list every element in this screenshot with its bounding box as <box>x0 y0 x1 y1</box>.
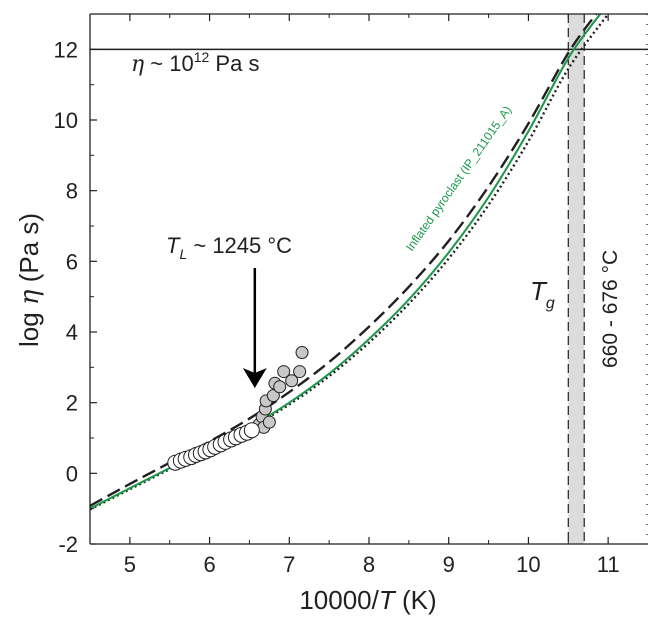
series-lines <box>90 14 610 511</box>
measured-points <box>167 345 309 471</box>
x-tick-label: 6 <box>203 552 215 577</box>
y-axis-suffix: (Pa s) <box>14 213 44 290</box>
x-tick-label: 9 <box>443 552 455 577</box>
reference-line-unit: Pa s <box>209 51 259 76</box>
liquidus-text: ~ 1245 °C <box>187 233 292 258</box>
y-axis-prefix: log <box>14 305 44 347</box>
tg-range-label: 660 - 676 °C <box>599 250 622 368</box>
x-axis-title: 10000/T (K) <box>299 585 436 615</box>
y-tick-label: -2 <box>58 532 78 557</box>
reference-line-mid: ~ 10 <box>144 51 194 76</box>
x-axis-suffix: (K) <box>395 585 437 615</box>
liquidus-sub: L <box>179 246 187 262</box>
reference-line-label: η ~ 1012 Pa s <box>131 49 259 77</box>
tg-var: T <box>530 276 548 306</box>
y-tick-label: 8 <box>66 179 78 204</box>
y-tick-label: 2 <box>66 391 78 416</box>
liquidus-label: TL ~ 1245 °C <box>166 233 292 262</box>
grey-data-point <box>273 380 287 394</box>
grey-data-point <box>262 415 276 429</box>
series-line-dashed <box>90 14 598 507</box>
y-axis-title: log η (Pa s) <box>14 213 45 347</box>
tg-sub: g <box>546 295 555 312</box>
y-tick-label: 10 <box>54 108 78 133</box>
y-axis-var: η <box>15 289 45 305</box>
x-tick-label: 11 <box>597 552 620 577</box>
tg-band-fill <box>568 14 585 544</box>
tg-label: Tg <box>530 276 555 312</box>
glass-transition-band <box>567 14 585 544</box>
y-tick-label: 12 <box>54 37 78 62</box>
x-tick-label: 5 <box>124 552 136 577</box>
grey-data-point <box>266 389 280 403</box>
series-line-solid-fit <box>90 14 601 510</box>
liquidus-var: T <box>166 233 181 258</box>
grey-data-point <box>285 374 299 388</box>
y-tick-label: 4 <box>66 320 78 345</box>
series-line-solid <box>90 14 601 510</box>
x-axis-prefix: 10000/ <box>299 585 379 615</box>
axes: 5 6 7 8 9 10 11 -2 0 2 4 6 8 10 12 <box>54 13 648 577</box>
grey-data-point <box>293 365 307 379</box>
y-tick-label: 6 <box>66 249 78 274</box>
liquidus-arrow-head <box>242 368 267 388</box>
grey-data-point <box>277 365 291 379</box>
eta-symbol: η <box>131 52 144 77</box>
curve-label: Inflated pyroclast (IP_211015_A) <box>403 103 514 253</box>
open-data-point <box>243 422 260 439</box>
series-line-dotted <box>90 14 610 511</box>
y-tick-label: 0 <box>66 461 78 486</box>
reference-line-exponent: 12 <box>194 49 210 65</box>
annotations <box>242 268 267 388</box>
grey-data-point <box>295 345 309 359</box>
x-axis-var: T <box>379 585 397 615</box>
x-tick-label: 8 <box>363 552 375 577</box>
x-tick-label: 10 <box>516 552 540 577</box>
x-tick-label: 7 <box>283 552 295 577</box>
